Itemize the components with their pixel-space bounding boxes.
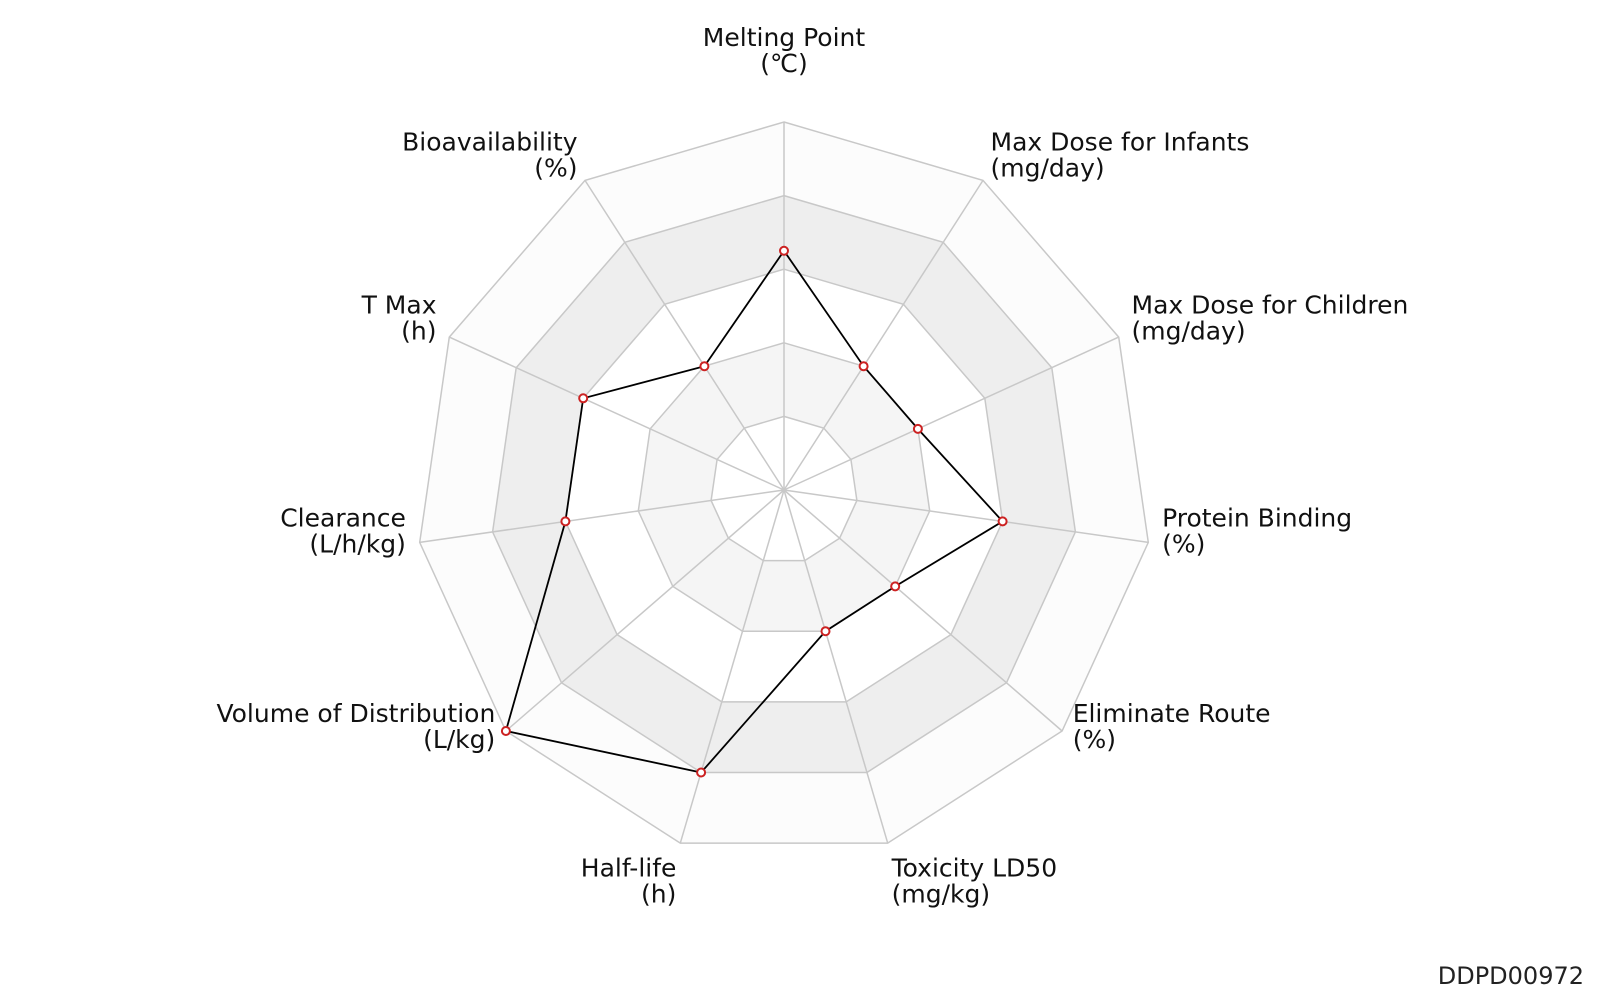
radar-spoke: [783, 489, 889, 844]
axis-labels: Melting Point(℃)Max Dose for Infants(mg/…: [216, 23, 1408, 909]
data-point: [858, 361, 869, 372]
radar-spoke: [783, 179, 984, 491]
radar-spoke: [505, 489, 785, 732]
axis-unit-label: (mg/day): [991, 154, 1105, 183]
axis-label: Bioavailability: [402, 128, 578, 157]
axis-unit-label: (h): [401, 316, 436, 345]
radar-spoke: [783, 489, 1063, 732]
axis-unit-label: (mg/kg): [892, 880, 991, 909]
axis-label: T Max: [361, 290, 437, 319]
radar-series: [500, 245, 1008, 778]
radar-spoke: [419, 489, 785, 544]
axis-unit-label: (L/kg): [423, 725, 495, 754]
axis-label: Toxicity LD50: [891, 854, 1058, 883]
data-point: [699, 361, 710, 372]
data-point: [890, 581, 901, 592]
axis-unit-label: (%): [1073, 725, 1116, 754]
axis-unit-label: (℃): [760, 49, 808, 78]
radar-spoke: [679, 489, 785, 844]
data-point: [500, 726, 511, 736]
axis-unit-label: (L/h/kg): [309, 529, 405, 558]
radar-spoke: [783, 336, 1120, 491]
axis-label: Max Dose for Infants: [991, 128, 1250, 157]
axis-unit-label: (mg/day): [1132, 316, 1246, 345]
data-point: [578, 393, 589, 404]
axis-label: Protein Binding: [1162, 503, 1352, 532]
axis-label: Max Dose for Children: [1132, 290, 1409, 319]
axis-label: Melting Point: [703, 23, 866, 52]
data-point: [779, 245, 789, 256]
radar-spoke: [584, 179, 785, 491]
series-line: [504, 249, 1005, 774]
axis-label: Eliminate Route: [1073, 699, 1271, 728]
data-point: [696, 767, 707, 778]
axis-label: Half-life: [581, 854, 677, 883]
axis-unit-label: (%): [1162, 529, 1205, 558]
data-point: [997, 516, 1008, 527]
document-id: DDPD00972: [1437, 962, 1584, 990]
axis-label: Volume of Distribution: [216, 699, 495, 728]
axis-unit-label: (h): [641, 880, 676, 909]
data-point: [820, 626, 831, 637]
axis-label: Clearance: [280, 503, 406, 532]
data-point: [560, 516, 571, 527]
radar-spokes: [419, 122, 1149, 844]
radar-spoke: [448, 336, 785, 491]
axis-unit-label: (%): [534, 154, 577, 183]
data-point: [912, 423, 923, 434]
radar-spoke: [783, 489, 1149, 544]
